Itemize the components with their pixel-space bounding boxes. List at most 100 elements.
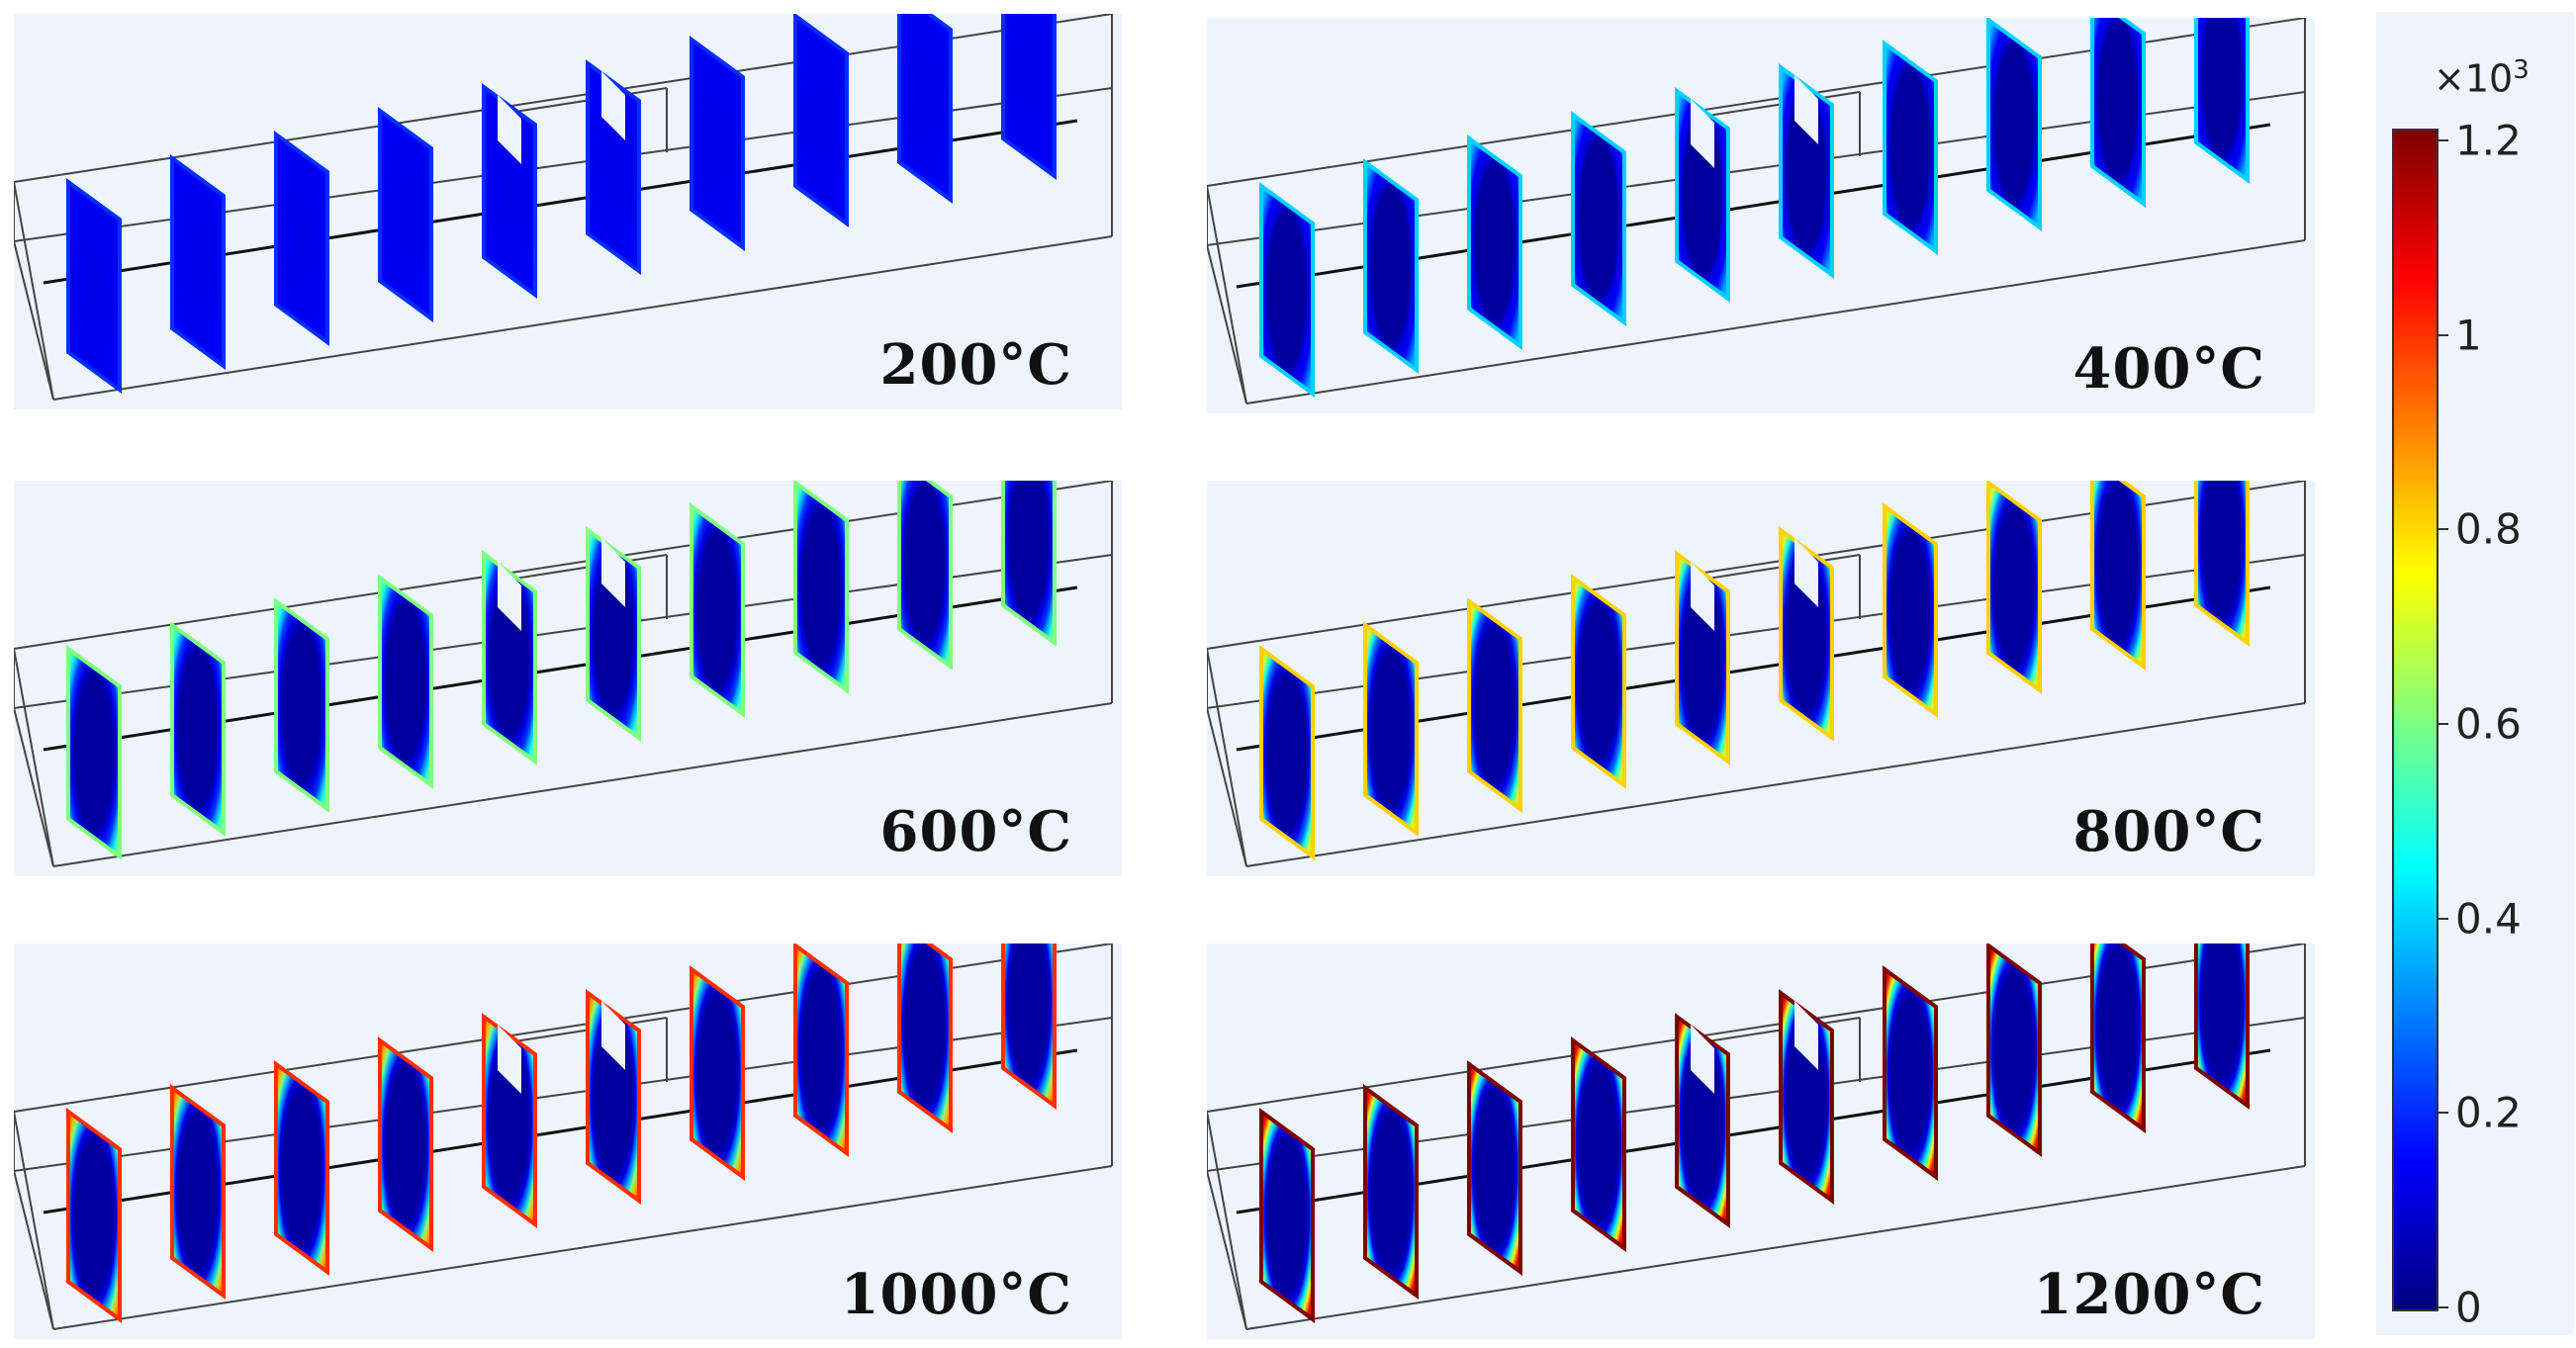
temperature-panel: 200°C <box>14 14 1122 409</box>
cross-section-plate <box>66 1108 122 1323</box>
cross-section-plate <box>1467 135 1522 350</box>
plate-notch <box>498 1025 521 1094</box>
colorbar-tick <box>2437 528 2448 531</box>
temperature-label: 400°C <box>2072 336 2265 402</box>
cross-section-plate <box>1675 87 1730 303</box>
cross-section-plate <box>1363 1084 1419 1300</box>
temperature-panel: 1000°C <box>14 944 1122 1339</box>
cross-section-plate <box>1001 944 1057 1110</box>
temperature-label: 600°C <box>879 799 1072 864</box>
cross-section-plates <box>1259 18 2250 398</box>
cross-section-plate <box>690 502 745 718</box>
plate-notch <box>498 562 521 631</box>
cross-section-plates <box>1259 944 2250 1323</box>
colorbar-tick <box>2437 917 2448 920</box>
plate-notch <box>601 71 625 140</box>
cross-section-plate <box>482 550 537 765</box>
temperature-label: 1000°C <box>840 1262 1072 1327</box>
temperature-label: 800°C <box>2072 799 2265 864</box>
plate-notch <box>1691 562 1714 631</box>
cross-section-plate <box>586 526 641 742</box>
colorbar-tick <box>2437 139 2448 141</box>
temperature-label: 200°C <box>879 332 1072 398</box>
cross-section-plate <box>1259 182 1315 398</box>
cross-section-plate <box>1571 574 1626 789</box>
cross-section-plate <box>897 944 953 1133</box>
cross-section-plate <box>66 178 122 394</box>
cross-section-plate <box>2090 481 2146 671</box>
cross-section-plates <box>66 14 1057 394</box>
cross-section-plate <box>2090 18 2146 208</box>
cross-section-plate <box>690 36 745 251</box>
colorbar-tick-label: 0.4 <box>2455 894 2522 944</box>
plate-notch <box>1794 75 1818 144</box>
temperature-label: 1200°C <box>2033 1262 2265 1327</box>
cross-section-plate <box>897 481 953 671</box>
cross-section-plate <box>2194 18 2250 184</box>
cross-section-plate <box>170 1084 226 1300</box>
cross-section-plate <box>1363 621 1419 837</box>
cross-section-plate <box>2194 481 2250 647</box>
plate-notch <box>1691 1025 1714 1094</box>
cross-section-plate <box>2194 944 2250 1110</box>
colorbar: ×103 1.2 1 0.8 0.6 0.4 0.2 0 <box>2376 12 2574 1335</box>
cross-section-plate <box>1467 1060 1522 1276</box>
colorbar-exponent: ×103 <box>2434 55 2530 101</box>
cross-section-plates <box>66 944 1057 1323</box>
cross-section-plate <box>1675 550 1730 765</box>
cross-section-plate <box>1883 40 1938 255</box>
colorbar-tick-label: 0.6 <box>2455 699 2522 749</box>
cross-section-plate <box>1001 14 1057 180</box>
cross-section-plate <box>793 14 849 227</box>
colorbar-tick-label: 0.8 <box>2455 504 2522 554</box>
colorbar-exponent-power: 3 <box>2513 55 2530 85</box>
cross-section-plate <box>274 1060 329 1276</box>
cross-section-plate <box>897 14 953 204</box>
cross-section-plate <box>274 131 329 346</box>
cross-section-plate <box>586 59 641 275</box>
cross-section-plate <box>1363 158 1419 374</box>
temperature-panel: 600°C <box>14 481 1122 876</box>
cross-section-plate <box>1779 989 1834 1205</box>
cross-section-plate <box>170 621 226 837</box>
cross-section-plates <box>1259 481 2250 860</box>
plate-notch <box>1794 1001 1818 1070</box>
cross-section-plate <box>482 83 537 299</box>
cross-section-plate <box>690 965 745 1181</box>
colorbar-tick <box>2437 723 2448 725</box>
cross-section-plate <box>170 154 226 370</box>
cross-section-plate <box>1001 481 1057 647</box>
plate-notch <box>601 538 625 607</box>
colorbar-tick <box>2437 333 2448 336</box>
cross-section-plate <box>66 645 122 860</box>
colorbar-tick-label: 0 <box>2455 1283 2482 1332</box>
simulation-view <box>1207 18 2306 404</box>
cross-section-plate <box>378 574 433 789</box>
cross-section-plate <box>1883 502 1938 718</box>
cross-section-plate <box>793 481 849 694</box>
cross-section-plate <box>1675 1013 1730 1228</box>
simulation-view <box>1207 481 2306 867</box>
colorbar-gradient <box>2392 129 2438 1311</box>
simulation-view <box>1207 944 2306 1330</box>
cross-section-plate <box>1259 1108 1315 1323</box>
cross-section-plate <box>2090 944 2146 1133</box>
temperature-panel: 1200°C <box>1207 944 2315 1339</box>
cross-section-plates <box>66 481 1057 860</box>
simulation-view <box>14 944 1113 1330</box>
plate-notch <box>498 95 521 164</box>
plate-notch <box>1794 538 1818 607</box>
cross-section-plate <box>1571 111 1626 326</box>
colorbar-tick-label: 1 <box>2455 311 2482 360</box>
plate-notch <box>601 1001 625 1070</box>
cross-section-plate <box>274 597 329 813</box>
temperature-panel: 400°C <box>1207 18 2315 413</box>
cross-section-plate <box>1883 965 1938 1181</box>
cross-section-plate <box>378 1036 433 1252</box>
cross-section-plate <box>1467 597 1522 813</box>
cross-section-plate <box>1986 944 2042 1157</box>
cross-section-plate <box>1986 481 2042 694</box>
colorbar-tick <box>2437 1306 2448 1308</box>
cross-section-plate <box>378 107 433 322</box>
cross-section-plate <box>1571 1036 1626 1252</box>
